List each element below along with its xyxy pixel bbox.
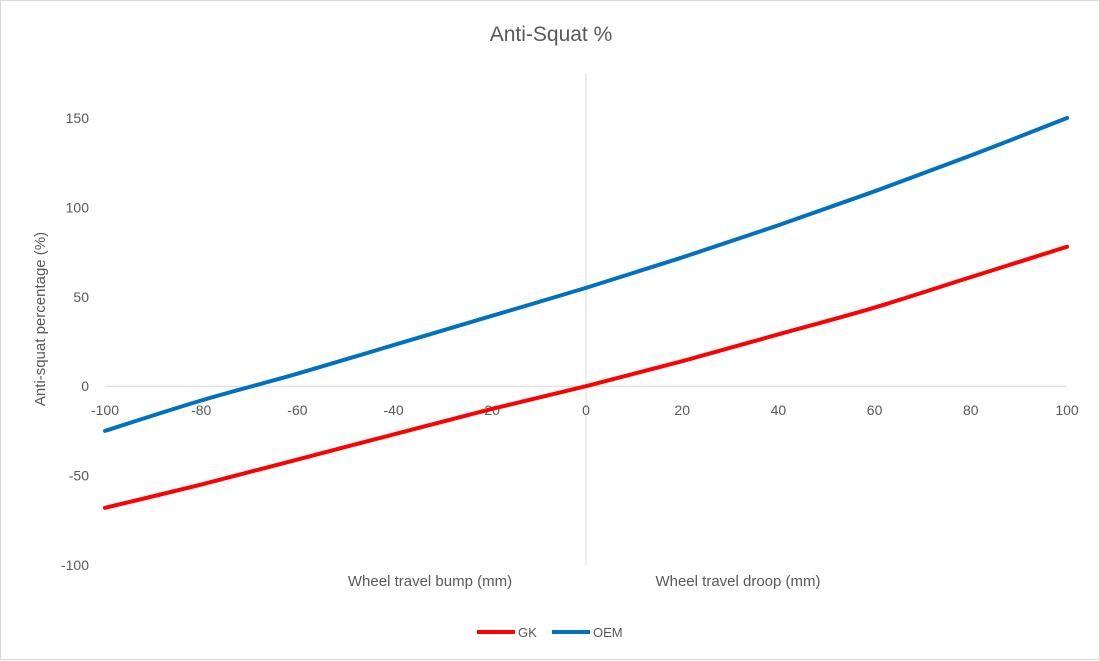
x-tick-label: -40: [383, 402, 403, 418]
y-tick-label: 100: [66, 199, 90, 215]
y-tick-label: 50: [73, 289, 89, 305]
y-axis-label: Anti-squat percentage (%): [32, 232, 49, 406]
series-line-gk: [103, 244, 1069, 510]
x-tick-label: 60: [867, 402, 883, 418]
y-tick-label: 0: [81, 378, 89, 394]
x-tick-label: -80: [191, 402, 211, 418]
legend-label-gk: GK: [518, 625, 537, 640]
droop-annotation: Wheel travel droop (mm): [655, 573, 820, 590]
bump-annotation: Wheel travel bump (mm): [348, 573, 512, 590]
x-tick-label: 20: [674, 402, 690, 418]
x-tick-label: -100: [91, 402, 119, 418]
series-line-oem: [103, 116, 1069, 433]
y-tick-label: 150: [66, 110, 90, 126]
y-tick-label: -100: [61, 557, 89, 573]
legend-label-oem: OEM: [593, 625, 623, 640]
y-tick-label: -50: [69, 468, 89, 484]
x-tick-label: 100: [1055, 402, 1079, 418]
x-tick-label: 40: [771, 402, 787, 418]
x-tick-label: 80: [963, 402, 979, 418]
chart-title: Anti-Squat %: [490, 23, 613, 46]
x-tick-label: 0: [582, 402, 590, 418]
x-tick-label: -60: [287, 402, 307, 418]
